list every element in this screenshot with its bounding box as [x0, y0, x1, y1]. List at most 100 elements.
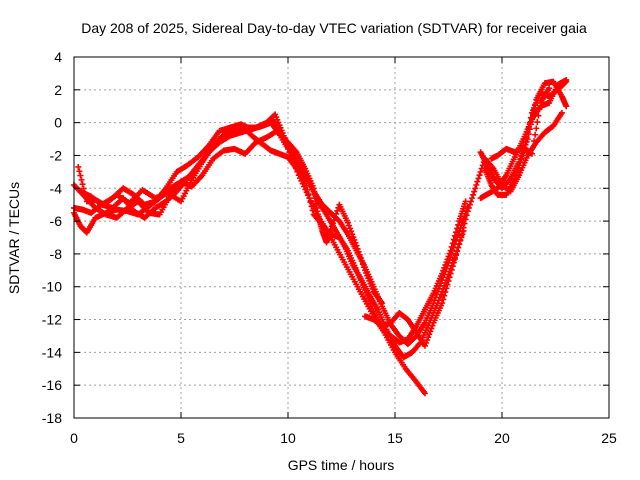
x-tick-label: 20: [494, 430, 510, 446]
data-point: [354, 245, 361, 252]
y-tick-label: 0: [54, 115, 62, 131]
data-point: [449, 240, 456, 247]
x-tick-label: 15: [387, 430, 403, 446]
data-point: [79, 181, 86, 188]
data-point: [435, 297, 442, 304]
data-point: [379, 300, 386, 307]
data-point: [309, 207, 316, 214]
data-point: [536, 106, 543, 113]
y-tick-label: -2: [50, 147, 63, 163]
data-point: [522, 139, 529, 146]
data-point: [428, 325, 435, 332]
data-point: [531, 138, 538, 145]
data-point: [452, 229, 459, 236]
data-point: [331, 217, 338, 224]
chart-title: Day 208 of 2025, Sidereal Day-to-day VTE…: [81, 20, 587, 36]
series-track-3: [71, 127, 428, 397]
y-tick-label: 4: [54, 49, 62, 65]
data-point: [445, 277, 452, 284]
data-point: [447, 270, 454, 277]
data-point: [78, 176, 85, 183]
data-point: [286, 149, 293, 156]
data-point: [305, 191, 312, 198]
data-point: [77, 172, 84, 179]
data-series: [71, 76, 570, 397]
data-point: [443, 285, 450, 292]
data-point: [427, 328, 434, 335]
data-point: [448, 266, 455, 273]
data-point: [444, 281, 451, 288]
data-point: [447, 247, 454, 254]
data-point: [461, 220, 468, 227]
data-point: [517, 159, 524, 166]
data-point: [424, 337, 431, 344]
data-point: [439, 270, 446, 277]
data-point: [467, 198, 474, 205]
data-point: [429, 322, 436, 329]
data-point: [452, 252, 459, 259]
data-point: [349, 231, 356, 238]
data-point: [533, 125, 540, 132]
data-point: [308, 203, 315, 210]
data-point: [460, 224, 467, 231]
data-point: [473, 181, 480, 188]
data-point: [329, 220, 336, 227]
y-tick-label: -6: [50, 213, 63, 229]
series-track-4: [75, 122, 469, 346]
x-tick-label: 0: [70, 430, 78, 446]
data-point: [465, 204, 472, 211]
data-point: [441, 292, 448, 299]
data-point: [454, 248, 461, 255]
data-point: [455, 221, 462, 228]
data-point: [303, 182, 310, 189]
data-point: [304, 186, 311, 193]
data-point: [450, 259, 457, 266]
data-point: [532, 131, 539, 138]
data-point: [357, 255, 364, 262]
data-point: [457, 236, 464, 243]
data-point: [426, 331, 433, 338]
data-point: [328, 223, 335, 230]
x-axis-label: GPS time / hours: [288, 457, 395, 473]
y-tick-label: -16: [42, 377, 62, 393]
data-point: [333, 210, 340, 217]
data-point: [450, 236, 457, 243]
data-point: [347, 225, 354, 232]
data-point: [455, 244, 462, 251]
data-point: [441, 264, 448, 271]
data-point: [474, 178, 481, 185]
y-tick-label: -12: [42, 312, 62, 328]
data-point: [352, 239, 359, 246]
data-point: [466, 201, 473, 208]
data-point: [358, 258, 365, 265]
data-point: [302, 178, 309, 185]
data-point: [470, 191, 477, 198]
data-point: [449, 263, 456, 270]
data-point: [527, 149, 534, 156]
data-point: [356, 251, 363, 258]
data-point: [563, 103, 570, 110]
data-point: [563, 76, 570, 83]
data-point: [442, 289, 449, 296]
data-point: [439, 300, 446, 307]
data-point: [443, 259, 450, 266]
data-point: [516, 162, 523, 169]
y-axis-label: SDTVAR / TECUs: [6, 182, 22, 294]
data-point: [76, 168, 83, 175]
data-point: [477, 168, 484, 175]
data-point: [350, 234, 357, 241]
data-point: [425, 334, 432, 341]
data-point: [360, 264, 367, 271]
data-point: [512, 172, 519, 179]
data-point: [463, 212, 470, 219]
data-point: [444, 256, 451, 263]
series-track-9: [477, 76, 570, 202]
data-point: [528, 150, 535, 157]
data-point: [344, 219, 351, 226]
y-tick-label: 2: [54, 82, 62, 98]
data-point: [515, 165, 522, 172]
data-point: [436, 294, 443, 301]
data-point: [353, 242, 360, 249]
